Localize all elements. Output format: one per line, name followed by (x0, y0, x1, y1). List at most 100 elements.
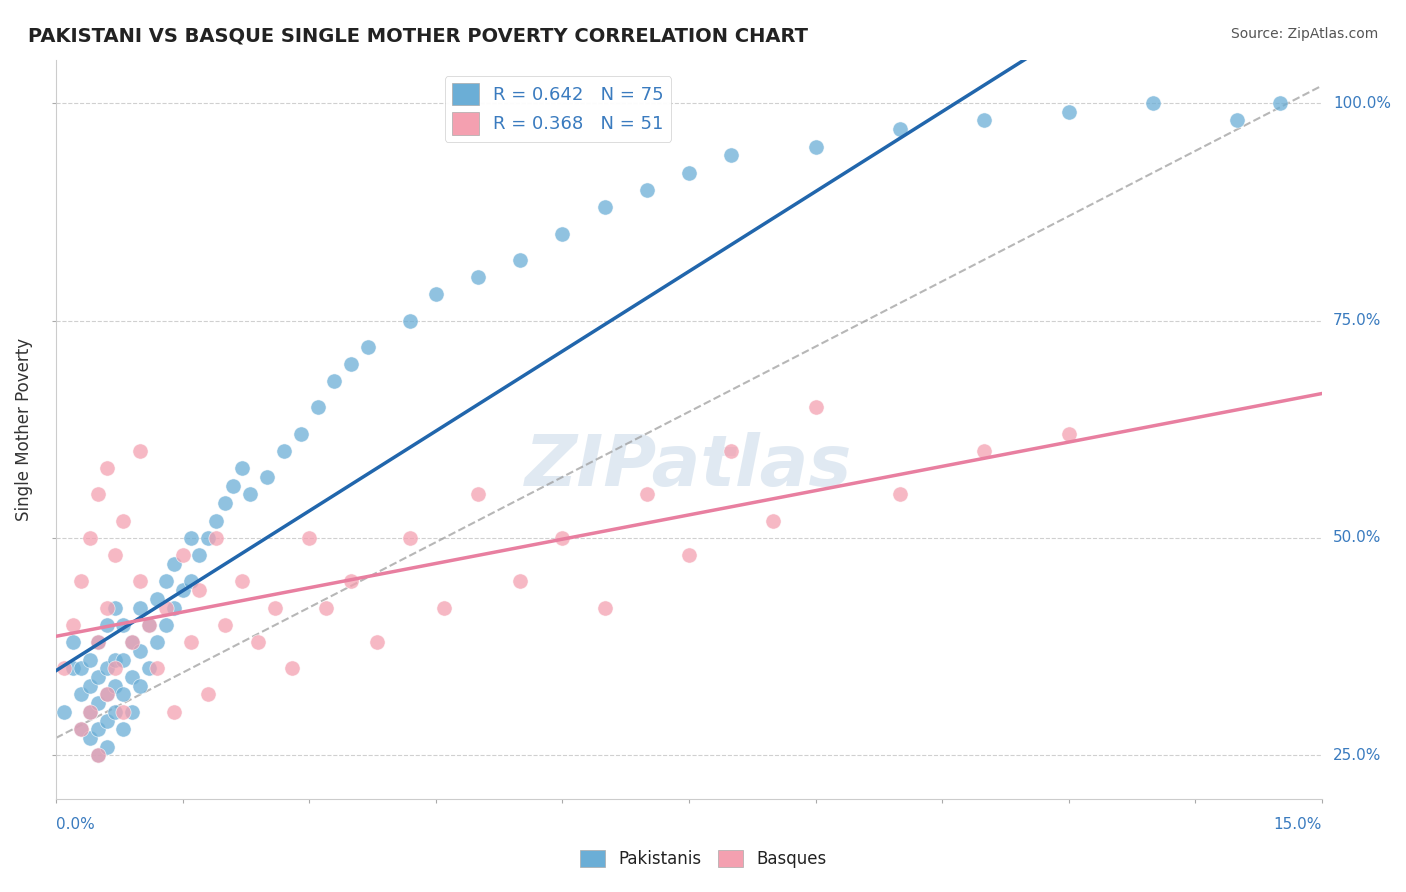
Point (509, 574, 531, 589)
Point (146, 661, 169, 675)
Point (112, 514, 135, 528)
Point (79, 705, 101, 719)
Point (79, 531, 101, 545)
Point (79, 653, 101, 667)
Legend: Pakistanis, Basques: Pakistanis, Basques (574, 843, 832, 875)
Point (96, 600, 118, 615)
Point (53, 705, 76, 719)
Point (467, 487, 489, 501)
Point (467, 270, 489, 285)
Point (129, 444, 152, 458)
Point (87, 487, 110, 501)
Point (121, 670, 143, 684)
Point (197, 688, 219, 702)
Point (290, 426, 312, 441)
Point (87, 635, 110, 649)
Text: ZIPatlas: ZIPatlas (526, 432, 852, 500)
Point (593, 600, 616, 615)
Point (425, 287, 447, 301)
Point (315, 600, 337, 615)
Y-axis label: Single Mother Poverty: Single Mother Poverty (15, 338, 32, 521)
Point (104, 679, 127, 693)
Point (205, 531, 228, 545)
Point (79, 679, 101, 693)
Point (889, 122, 911, 136)
Point (112, 723, 135, 737)
Point (163, 705, 186, 719)
Point (222, 479, 245, 493)
Point (96, 661, 118, 675)
Point (433, 600, 456, 615)
Point (188, 549, 211, 563)
Point (62, 635, 84, 649)
Point (87, 696, 110, 710)
Point (96, 714, 118, 728)
Point (163, 600, 186, 615)
Point (247, 635, 270, 649)
Text: Source: ZipAtlas.com: Source: ZipAtlas.com (1230, 27, 1378, 41)
Point (551, 531, 574, 545)
Point (720, 444, 742, 458)
Point (70, 661, 93, 675)
Point (256, 470, 278, 484)
Point (79, 731, 101, 745)
Text: 25.0%: 25.0% (1333, 747, 1381, 763)
Point (172, 583, 194, 598)
Point (62, 661, 84, 675)
Point (121, 635, 143, 649)
Point (129, 600, 152, 615)
Point (87, 748, 110, 763)
Point (112, 653, 135, 667)
Point (155, 600, 177, 615)
Point (104, 600, 127, 615)
Point (973, 113, 995, 128)
Point (138, 618, 160, 632)
Point (87, 670, 110, 684)
Text: 15.0%: 15.0% (1274, 817, 1322, 832)
Text: 0.0%: 0.0% (56, 817, 94, 832)
Text: 75.0%: 75.0% (1333, 313, 1381, 328)
Point (129, 644, 152, 658)
Point (121, 635, 143, 649)
Point (298, 531, 321, 545)
Point (804, 401, 827, 415)
Point (62, 618, 84, 632)
Text: 50.0%: 50.0% (1333, 531, 1381, 545)
Point (129, 574, 152, 589)
Point (96, 688, 118, 702)
Point (146, 591, 169, 606)
Point (281, 661, 304, 675)
Point (197, 531, 219, 545)
Point (323, 375, 346, 389)
Point (70, 574, 93, 589)
Point (889, 487, 911, 501)
Point (593, 201, 616, 215)
Point (357, 340, 380, 354)
Point (180, 635, 202, 649)
Point (340, 574, 363, 589)
Point (804, 139, 827, 153)
Point (231, 574, 253, 589)
Point (273, 444, 295, 458)
Point (87, 723, 110, 737)
Point (239, 487, 262, 501)
Point (53, 661, 76, 675)
Point (138, 618, 160, 632)
Point (129, 679, 152, 693)
Point (96, 739, 118, 754)
Point (87, 635, 110, 649)
Point (112, 618, 135, 632)
Point (214, 618, 236, 632)
Point (1142, 96, 1164, 111)
Point (636, 183, 658, 197)
Point (340, 357, 363, 371)
Point (366, 635, 388, 649)
Point (1057, 426, 1080, 441)
Point (96, 618, 118, 632)
Point (1226, 113, 1249, 128)
Legend: R = 0.642   N = 75, R = 0.368   N = 51: R = 0.642 N = 75, R = 0.368 N = 51 (444, 76, 671, 142)
Point (121, 705, 143, 719)
Point (146, 635, 169, 649)
Point (96, 461, 118, 475)
Point (509, 252, 531, 267)
